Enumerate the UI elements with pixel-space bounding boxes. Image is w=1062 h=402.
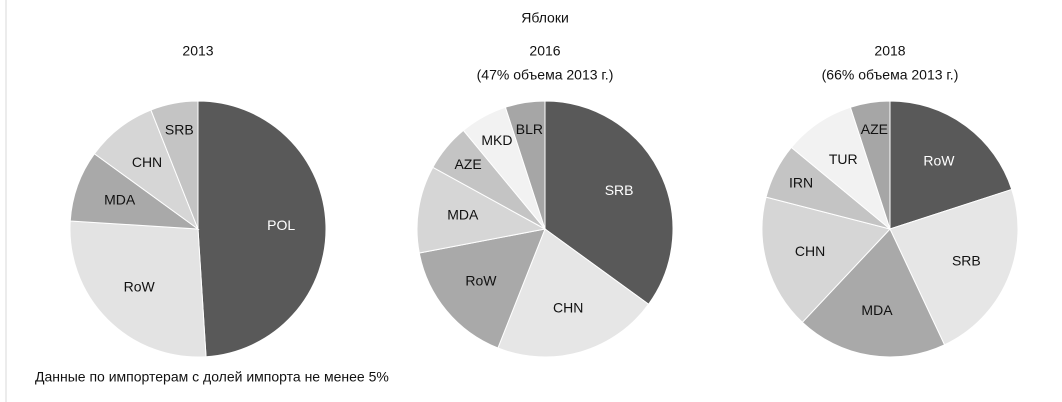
footnote: Данные по импортерам с долей импорта не … (35, 369, 389, 385)
pie-slice (801, 228, 946, 358)
slice-label: AZE (861, 121, 888, 137)
pie-slice (889, 100, 1013, 230)
slice-label: CHN (132, 154, 162, 170)
pie-slice (69, 220, 207, 358)
slice-label: CHN (553, 300, 583, 316)
slice-label: MDA (447, 207, 479, 223)
pie-subtitle: (47% объема 2013 г.) (477, 67, 614, 83)
slice-label: MDA (861, 302, 893, 318)
slice-label: TUR (829, 151, 858, 167)
slice-label: IRN (789, 174, 813, 190)
slice-label: POL (267, 217, 295, 233)
pie-subtitle: (66% объема 2013 г.) (822, 67, 959, 83)
pie-title: 2013 (182, 43, 213, 59)
slice-label: SRB (165, 122, 194, 138)
slice-label: SRB (952, 253, 981, 269)
slice-label: BLR (516, 121, 543, 137)
pie-slice (418, 228, 546, 349)
pie-slice (197, 100, 327, 358)
slice-label: MKD (481, 132, 512, 148)
pie-title: 2016 (529, 43, 560, 59)
pie-slice (504, 100, 546, 230)
pie-slice (544, 100, 674, 305)
main-title: Яблоки (521, 10, 569, 26)
slice-label: AZE (454, 156, 481, 172)
pie-slice (416, 166, 547, 254)
pie-slice (889, 188, 1019, 346)
pie-slice (849, 100, 891, 230)
slice-label: RoW (465, 273, 497, 289)
slice-label: RoW (124, 279, 156, 295)
pie-slice (761, 196, 891, 324)
slice-label: MDA (104, 192, 136, 208)
slice-label: RoW (923, 152, 955, 168)
pie-slice (150, 100, 199, 230)
slice-label: CHN (795, 243, 825, 259)
pie-slice (497, 228, 650, 358)
pie-title: 2018 (874, 43, 905, 59)
slice-label: SRB (605, 182, 634, 198)
